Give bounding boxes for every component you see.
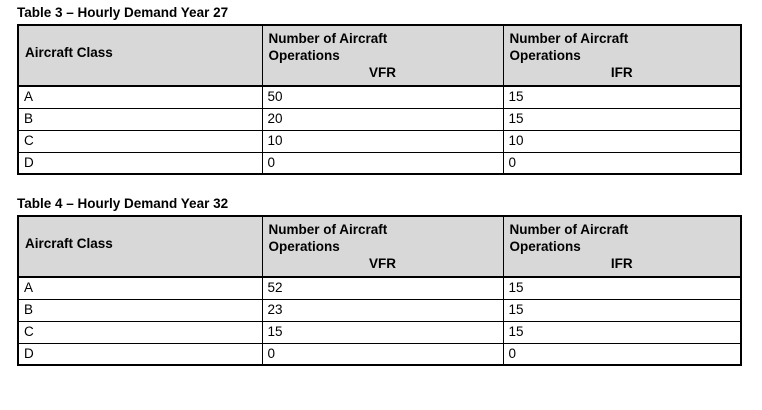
table3-title: Table 3 – Hourly Demand Year 27 <box>17 5 229 20</box>
operations-label: Number of Aircraft Operations <box>509 31 629 63</box>
cell-aircraft-class: B <box>17 298 263 322</box>
table-row: B 20 15 <box>17 107 742 131</box>
cell-aircraft-class: A <box>17 85 263 109</box>
table3-header-operations-vfr: Number of Aircraft Operations VFR <box>261 24 504 87</box>
table4-header-row: Aircraft Class Number of Aircraft Operat… <box>17 215 742 278</box>
table-row: B 23 15 <box>17 298 742 322</box>
cell-vfr-ops: 0 <box>261 151 504 175</box>
table-row: D 0 0 <box>17 151 742 175</box>
cell-aircraft-class: B <box>17 107 263 131</box>
table-row: C 10 10 <box>17 129 742 153</box>
cell-aircraft-class: C <box>17 129 263 153</box>
table3-header-operations-ifr: Number of Aircraft Operations IFR <box>502 24 742 87</box>
ifr-label: IFR <box>610 65 633 80</box>
operations-label: Number of Aircraft Operations <box>268 222 388 254</box>
cell-vfr-ops: 50 <box>261 85 504 109</box>
table3-header-aircraft-class: Aircraft Class <box>17 24 263 87</box>
operations-label: Number of Aircraft Operations <box>509 222 629 254</box>
cell-ifr-ops: 15 <box>502 85 742 109</box>
table4-hourly-demand-year-32: Aircraft Class Number of Aircraft Operat… <box>17 215 742 366</box>
ifr-label: IFR <box>610 256 633 271</box>
operations-label: Number of Aircraft Operations <box>268 31 388 63</box>
table4-header-aircraft-class: Aircraft Class <box>17 215 263 278</box>
cell-vfr-ops: 15 <box>261 320 504 344</box>
table3-section: Table 3 – Hourly Demand Year 27 Aircraft… <box>17 5 762 175</box>
table3-header-row: Aircraft Class Number of Aircraft Operat… <box>17 24 742 87</box>
vfr-label: VFR <box>369 256 396 271</box>
cell-aircraft-class: D <box>17 342 263 366</box>
cell-ifr-ops: 15 <box>502 320 742 344</box>
vfr-label: VFR <box>369 65 396 80</box>
cell-vfr-ops: 10 <box>261 129 504 153</box>
cell-vfr-ops: 52 <box>261 276 504 300</box>
cell-ifr-ops: 0 <box>502 342 742 366</box>
table-row: D 0 0 <box>17 342 742 366</box>
document-page: Table 3 – Hourly Demand Year 27 Aircraft… <box>17 5 762 366</box>
table-row: A 52 15 <box>17 276 742 300</box>
cell-ifr-ops: 0 <box>502 151 742 175</box>
table4-section: Table 4 – Hourly Demand Year 32 Aircraft… <box>17 196 762 366</box>
cell-ifr-ops: 15 <box>502 298 742 322</box>
cell-aircraft-class: C <box>17 320 263 344</box>
table4-header-operations-ifr: Number of Aircraft Operations IFR <box>502 215 742 278</box>
cell-ifr-ops: 15 <box>502 107 742 131</box>
cell-aircraft-class: D <box>17 151 263 175</box>
table-row: C 15 15 <box>17 320 742 344</box>
cell-vfr-ops: 20 <box>261 107 504 131</box>
cell-ifr-ops: 10 <box>502 129 742 153</box>
cell-vfr-ops: 23 <box>261 298 504 322</box>
cell-aircraft-class: A <box>17 276 263 300</box>
cell-vfr-ops: 0 <box>261 342 504 366</box>
cell-ifr-ops: 15 <box>502 276 742 300</box>
table3-hourly-demand-year-27: Aircraft Class Number of Aircraft Operat… <box>17 24 742 175</box>
table4-title: Table 4 – Hourly Demand Year 32 <box>17 196 229 211</box>
table-row: A 50 15 <box>17 85 742 109</box>
table4-header-operations-vfr: Number of Aircraft Operations VFR <box>261 215 504 278</box>
